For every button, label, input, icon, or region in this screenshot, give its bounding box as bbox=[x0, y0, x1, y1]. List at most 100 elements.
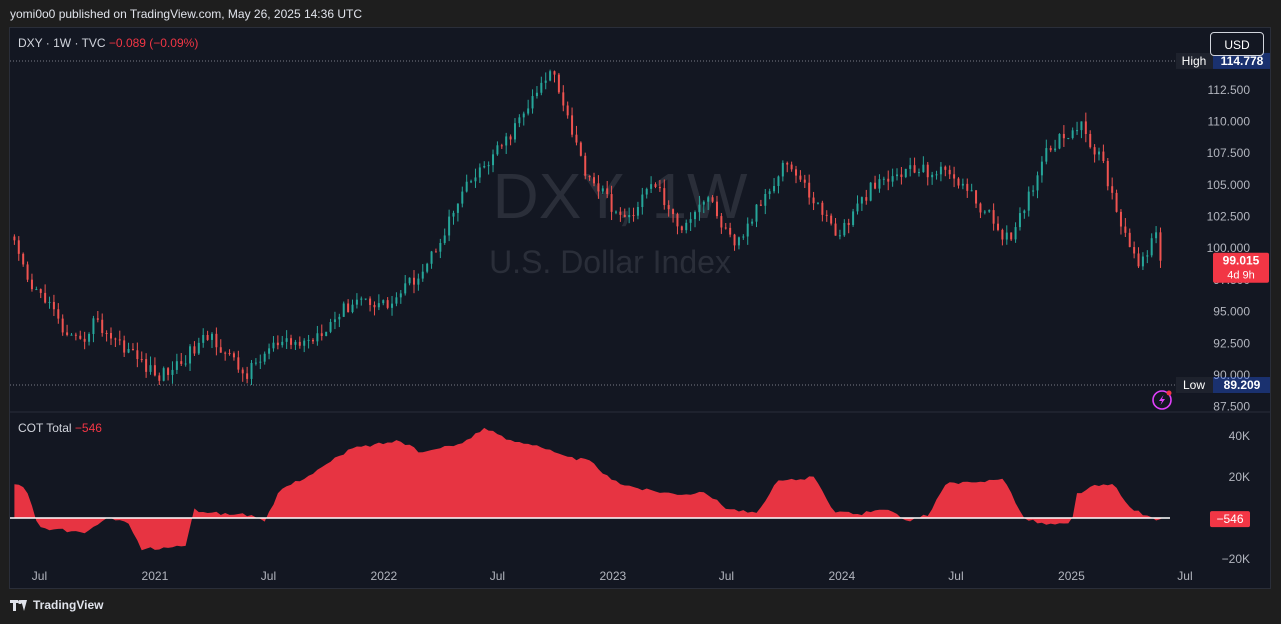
candle-body bbox=[70, 334, 73, 336]
candle-body bbox=[311, 339, 314, 342]
candle-body bbox=[215, 333, 218, 348]
candle-body bbox=[860, 197, 863, 204]
candle-body bbox=[667, 205, 670, 210]
candle-body bbox=[355, 299, 358, 305]
candle-body bbox=[1150, 238, 1153, 256]
candle-body bbox=[926, 164, 929, 178]
candle-body bbox=[1141, 256, 1144, 267]
candle-body bbox=[171, 369, 174, 375]
candle-body bbox=[434, 251, 437, 253]
candle-body bbox=[715, 201, 718, 217]
candle-body bbox=[333, 319, 336, 323]
candle-body bbox=[847, 222, 850, 226]
cot-tick-label: 40K bbox=[1229, 429, 1250, 443]
time-tick-label: Jul bbox=[719, 569, 734, 583]
candle-body bbox=[830, 215, 833, 224]
high-label-tag: High bbox=[1182, 54, 1207, 68]
candle-body bbox=[391, 303, 394, 308]
candle-body bbox=[52, 301, 55, 310]
candle-body bbox=[935, 174, 938, 176]
candle-body bbox=[961, 183, 964, 186]
candle-body bbox=[882, 178, 885, 180]
candle-body bbox=[272, 342, 275, 349]
candle-body bbox=[109, 333, 112, 339]
candle-body bbox=[852, 211, 855, 226]
candle-body bbox=[1146, 255, 1149, 257]
candle-body bbox=[478, 167, 481, 178]
candle-body bbox=[781, 162, 784, 177]
candle-body bbox=[500, 145, 503, 147]
candle-body bbox=[22, 253, 25, 265]
candle-body bbox=[1036, 175, 1039, 191]
candle-body bbox=[966, 183, 969, 191]
candle-body bbox=[421, 271, 424, 279]
candle-body bbox=[650, 184, 653, 189]
currency-button[interactable]: USD bbox=[1210, 32, 1264, 56]
candle-body bbox=[1001, 229, 1004, 240]
price-tick-label: 110.000 bbox=[1208, 115, 1251, 129]
chart-frame[interactable]: DXY, 1W U.S. Dollar Index 87.500 90.000 92… bbox=[9, 27, 1271, 589]
candle-body bbox=[838, 235, 841, 237]
candle-body bbox=[1159, 232, 1162, 261]
candle-body bbox=[320, 333, 323, 336]
cot-last-label: −546 bbox=[1210, 511, 1250, 528]
candle-body bbox=[636, 207, 639, 216]
candle-body bbox=[588, 175, 591, 178]
tradingview-logo[interactable]: TradingView bbox=[10, 598, 103, 612]
cot-legend: COT Total −546 bbox=[18, 421, 102, 435]
candle-body bbox=[456, 203, 459, 213]
candle-body bbox=[944, 166, 947, 170]
high-label-tag-box bbox=[1176, 52, 1213, 69]
candle-body bbox=[900, 174, 903, 177]
candle-body bbox=[676, 214, 679, 227]
candle-body bbox=[250, 362, 253, 379]
candle-body bbox=[1137, 253, 1140, 267]
candle-body bbox=[268, 348, 271, 354]
candle-body bbox=[210, 333, 213, 340]
candle-body bbox=[812, 197, 815, 204]
time-tick-label: 2022 bbox=[371, 569, 398, 583]
candle-body bbox=[114, 338, 117, 340]
candle-body bbox=[412, 277, 415, 285]
candle-body bbox=[843, 222, 846, 236]
candle-body bbox=[474, 177, 477, 182]
candle-body bbox=[395, 297, 398, 304]
candle-body bbox=[887, 178, 890, 182]
candle-body bbox=[224, 352, 227, 354]
candle-body bbox=[764, 193, 767, 206]
candle-body bbox=[153, 365, 156, 376]
candle-body bbox=[632, 215, 635, 217]
candle-body bbox=[276, 342, 279, 346]
candle-body bbox=[614, 211, 617, 213]
lightning-alert-icon[interactable] bbox=[1152, 390, 1172, 410]
candle-body bbox=[904, 168, 907, 177]
candle-body bbox=[483, 165, 486, 168]
candle-body bbox=[452, 212, 455, 217]
candle-body bbox=[909, 165, 912, 169]
candle-body bbox=[816, 202, 819, 204]
time-tick-label: Jul bbox=[490, 569, 505, 583]
brand-name: TradingView bbox=[33, 598, 104, 612]
time-tick-label: 2024 bbox=[828, 569, 855, 583]
price-chart[interactable]: DXY, 1W U.S. Dollar Index 87.50090.00092… bbox=[10, 28, 1271, 589]
candle-body bbox=[751, 221, 754, 224]
candle-body bbox=[57, 309, 60, 319]
current-price-box bbox=[1213, 252, 1269, 283]
high-label-value: 114.778 bbox=[1221, 54, 1264, 68]
candle-body bbox=[1084, 121, 1087, 135]
candle-body bbox=[496, 145, 499, 155]
tradingview-logo-icon bbox=[10, 599, 28, 611]
time-tick-label: Jul bbox=[1177, 569, 1192, 583]
candle-body bbox=[1005, 232, 1008, 240]
candle-body bbox=[1014, 227, 1017, 240]
candle-body bbox=[1058, 133, 1061, 149]
candle-body bbox=[579, 142, 582, 156]
symbol-info: DXY · 1W · TVC bbox=[18, 36, 106, 50]
candle-body bbox=[808, 182, 811, 198]
candle-body bbox=[803, 179, 806, 183]
candle-body bbox=[61, 318, 64, 333]
candle-body bbox=[329, 322, 332, 332]
candle-body bbox=[307, 339, 310, 341]
candle-body bbox=[206, 334, 209, 340]
candle-body bbox=[742, 236, 745, 238]
